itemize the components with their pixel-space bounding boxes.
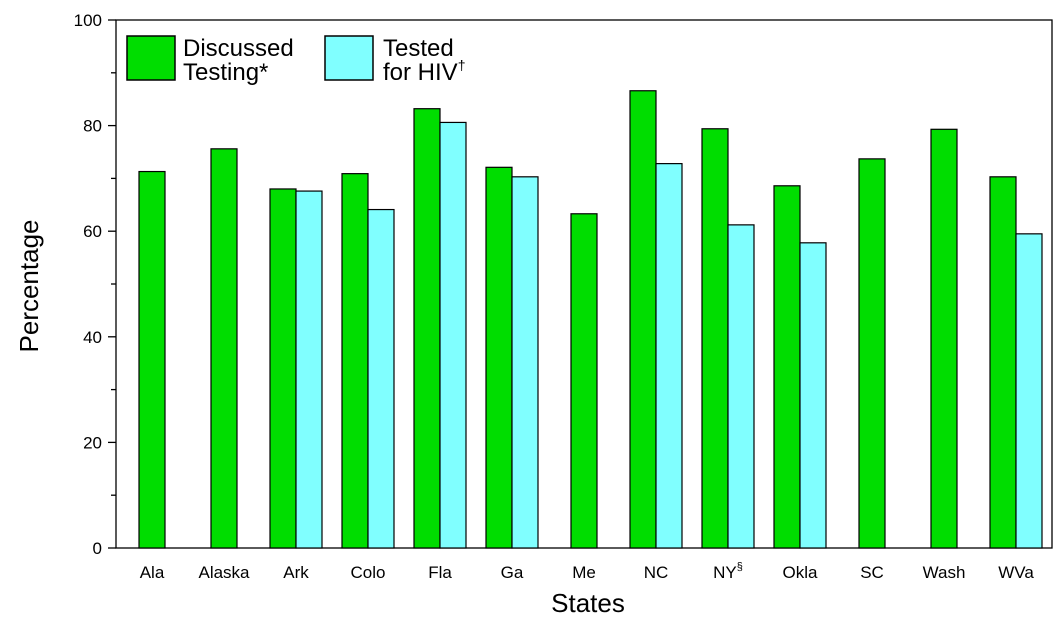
bar-discussed-ga (485, 166, 513, 549)
bar-tested-wva (1015, 233, 1043, 549)
legend-label-tested-superscript: † (458, 57, 466, 73)
legend-label-discussed-line1: Discussed (183, 35, 294, 62)
bar-tested-okla (799, 242, 827, 549)
x-tick-label: Fla (428, 563, 452, 582)
x-tick-label: Ala (140, 563, 165, 582)
x-tick-label: SC (860, 563, 884, 582)
bar-discussed-ala (138, 170, 166, 549)
x-tick-label: Ga (501, 563, 524, 582)
bar-discussed-ny (701, 128, 729, 549)
y-tick-label: 20 (83, 433, 102, 452)
legend-label-tested-line1: Tested (383, 35, 454, 62)
bar-discussed-wash (930, 128, 958, 549)
legend-label-tested-line2: for HIV† (383, 57, 465, 86)
y-axis-title: Percentage (14, 220, 44, 353)
bars-group (138, 90, 1043, 549)
legend-label-tested-line2-text: for HIV (383, 59, 458, 86)
bar-discussed-wva (989, 176, 1017, 549)
x-tick-label: Ark (283, 563, 309, 582)
bar-tested-ark (295, 190, 323, 549)
x-tick-label: WVa (998, 563, 1034, 582)
x-tick-label: Colo (351, 563, 386, 582)
y-tick-label: 60 (83, 222, 102, 241)
x-tick-label: NC (644, 563, 669, 582)
y-axis: 0 20 40 60 80 100 (74, 11, 116, 558)
bar-discussed-fla (413, 108, 441, 549)
y-tick-label: 40 (83, 328, 102, 347)
bar-discussed-ark (269, 188, 297, 549)
y-tick-label: 100 (74, 11, 102, 30)
bar-tested-colo (367, 208, 395, 549)
legend: Discussed Testing* Tested for HIV† (126, 35, 465, 86)
bar-tested-nc (655, 163, 683, 549)
bar-discussed-me (570, 213, 598, 549)
bar-tested-fla (439, 121, 467, 549)
legend-swatch-tested (324, 35, 374, 81)
bar-discussed-colo (341, 173, 369, 549)
x-tick-label: Alaska (198, 563, 250, 582)
y-tick-label: 0 (93, 539, 102, 558)
bar-discussed-sc (858, 158, 886, 549)
legend-label-discussed-line2: Testing* (183, 59, 268, 86)
bar-discussed-okla (773, 185, 801, 549)
x-tick-label: NY§ (713, 561, 743, 582)
x-tick-label: Okla (783, 563, 819, 582)
legend-swatch-discussed (126, 35, 176, 81)
bar-discussed-nc (629, 90, 657, 549)
bar-discussed-alaska (210, 148, 238, 549)
bar-tested-ga (511, 176, 539, 549)
x-tick-label: Me (572, 563, 596, 582)
x-axis: Ala Alaska Ark Colo Fla Ga Me NC NY§ Okla SC Wash WV… (140, 561, 1035, 582)
x-tick-label: Wash (923, 563, 966, 582)
x-axis-title: States (551, 588, 625, 618)
bar-tested-ny (727, 224, 755, 549)
y-tick-label: 80 (83, 117, 102, 136)
